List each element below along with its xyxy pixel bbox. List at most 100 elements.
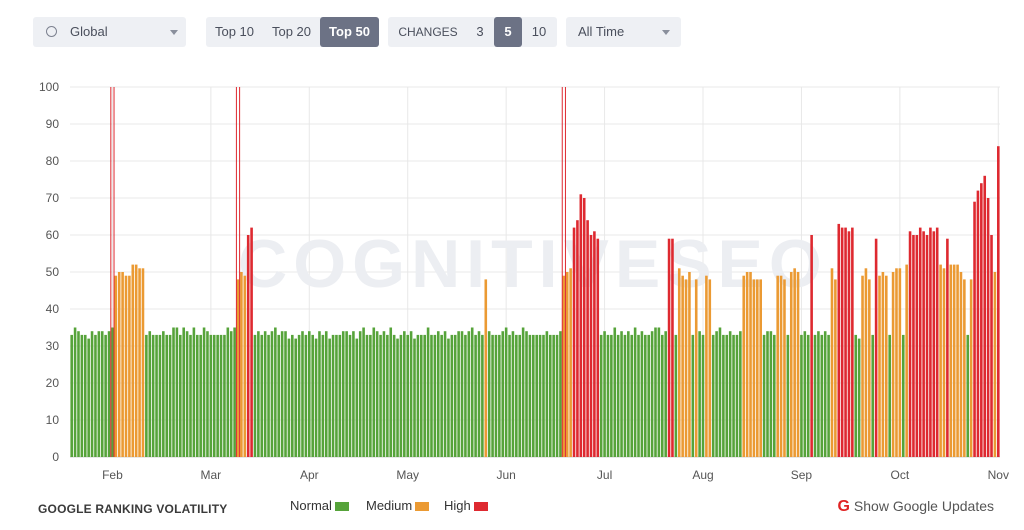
bar	[348, 334, 352, 457]
bar	[582, 198, 586, 457]
bar	[990, 235, 993, 457]
bar	[515, 334, 518, 457]
bar	[484, 279, 488, 457]
bar	[209, 334, 213, 457]
legend-normal-swatch	[334, 502, 349, 512]
x-tick-label: Jul	[597, 468, 612, 482]
show-google-updates-button[interactable]: G Show Google Updates	[837, 498, 994, 516]
bar	[487, 331, 491, 457]
bar	[145, 334, 148, 457]
bar	[559, 331, 562, 457]
bar	[460, 331, 464, 457]
bar	[586, 220, 589, 457]
bar	[267, 334, 270, 457]
bar	[545, 331, 549, 457]
x-tick-label: May	[396, 468, 419, 482]
bar	[83, 334, 87, 457]
y-tick-label: 30	[46, 339, 60, 353]
bar	[868, 279, 871, 457]
bar	[240, 272, 243, 457]
top-10-button[interactable]: Top 10	[214, 24, 255, 39]
y-tick-label: 50	[46, 265, 60, 279]
bar	[185, 331, 189, 457]
bar	[864, 268, 868, 457]
bar	[823, 331, 827, 457]
bar	[321, 334, 325, 457]
bar	[667, 238, 671, 457]
bar	[341, 331, 345, 457]
changes-5-button[interactable]: 5	[494, 17, 522, 47]
bar	[732, 334, 735, 457]
period-label: All Time	[578, 24, 625, 39]
bar	[491, 334, 494, 457]
bar	[576, 220, 579, 457]
bar	[630, 334, 634, 457]
chevron-down-icon	[662, 30, 670, 35]
legend-high-label: High	[444, 498, 471, 513]
bar	[457, 331, 460, 457]
y-tick-label: 40	[46, 302, 60, 316]
bar	[800, 334, 803, 457]
bar	[620, 331, 623, 457]
bar	[637, 334, 640, 457]
bar	[762, 334, 766, 457]
y-tick-label: 70	[46, 191, 60, 205]
bar	[610, 334, 613, 457]
bar	[182, 327, 185, 457]
y-tick-label: 20	[46, 376, 60, 390]
bar	[199, 334, 202, 457]
bar	[372, 327, 376, 457]
region-dropdown[interactable]: Global	[33, 17, 186, 47]
bar	[963, 279, 966, 457]
bar	[243, 275, 247, 457]
bar	[749, 272, 752, 457]
bar	[698, 331, 701, 457]
bar	[114, 275, 118, 457]
period-dropdown[interactable]: All Time	[566, 17, 681, 47]
bar	[596, 238, 600, 457]
bar	[834, 279, 837, 457]
changes-3-button[interactable]: 3	[476, 24, 484, 39]
bar	[803, 331, 807, 457]
legend-medium-label: Medium	[366, 498, 413, 513]
bar	[756, 279, 759, 457]
bar	[929, 227, 932, 457]
bar	[179, 334, 182, 457]
bar	[980, 183, 983, 457]
bar	[386, 334, 389, 457]
bar	[806, 334, 810, 457]
bar	[901, 334, 905, 457]
bar	[847, 231, 851, 457]
bar	[674, 334, 678, 457]
bar	[165, 334, 169, 457]
bar	[219, 334, 223, 457]
bar	[498, 334, 501, 457]
top-50-button[interactable]: Top 50	[320, 17, 379, 47]
bar	[810, 235, 813, 457]
bar	[379, 334, 382, 457]
bar	[548, 334, 552, 457]
bar	[216, 334, 219, 457]
toolbar: Global Top 10 Top 20 Top 50 CHANGES 3 5 …	[0, 0, 1024, 60]
y-tick-label: 10	[46, 413, 60, 427]
bar	[131, 264, 135, 457]
bar	[813, 334, 817, 457]
changes-10-button[interactable]: 10	[531, 24, 547, 39]
bar	[80, 334, 84, 457]
bar	[280, 331, 284, 457]
bar	[613, 327, 617, 457]
bar	[779, 275, 783, 457]
bar	[453, 334, 457, 457]
bar	[647, 334, 650, 457]
bar	[715, 331, 718, 457]
bar	[898, 268, 902, 457]
bar	[752, 279, 756, 457]
bar	[423, 334, 426, 457]
top-20-button[interactable]: Top 20	[271, 24, 312, 39]
bar	[328, 338, 331, 457]
bar	[660, 334, 664, 457]
bar	[627, 331, 630, 457]
bar	[677, 268, 681, 457]
y-tick-label: 0	[52, 450, 59, 464]
bar	[935, 227, 939, 457]
